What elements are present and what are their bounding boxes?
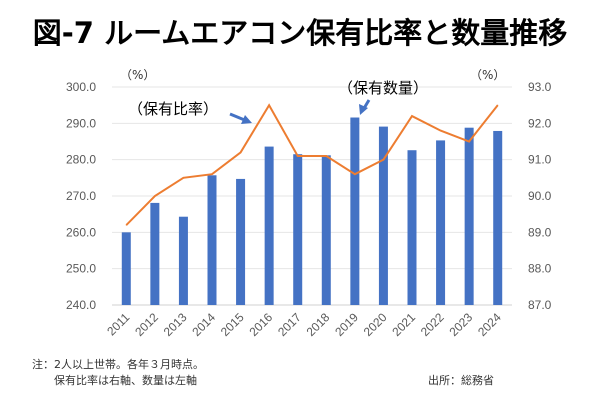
right-axis-tick-label: 91.0: [528, 153, 552, 167]
right-axis-tick-label: 90.0: [528, 189, 552, 203]
bar-2014: [207, 175, 217, 305]
x-axis-tick-label: 2021: [389, 310, 418, 339]
line-point-2024: [497, 104, 499, 106]
right-axis-tick-label: 93.0: [528, 80, 552, 94]
right-axis-tick-label: 87.0: [528, 298, 552, 312]
x-axis-tick-label: 2016: [246, 310, 275, 339]
bar-2012: [150, 202, 160, 305]
left-axis-tick-label: 270.0: [66, 189, 96, 203]
bar-2013: [178, 216, 188, 305]
right-axis-tick-label: 89.0: [528, 225, 552, 239]
line-point-2014: [211, 173, 213, 175]
line-point-2022: [440, 130, 442, 132]
line-point-2019: [354, 173, 356, 175]
left-axis-tick-label: 240.0: [66, 298, 96, 312]
bar-2022: [436, 140, 446, 305]
x-axis-tick-label: 2013: [161, 310, 190, 339]
right-axis-tick-label: 92.0: [528, 116, 552, 130]
left-axis-unit: （%）: [120, 68, 155, 82]
right-axis-tick-label: 88.0: [528, 262, 552, 276]
line-point-2013: [182, 177, 184, 179]
line-point-2016: [268, 104, 270, 106]
x-axis-tick-label: 2011: [104, 310, 132, 338]
line-point-2020: [382, 159, 384, 161]
x-axis-tick-label: 2015: [218, 310, 247, 339]
left-axis-tick-label: 260.0: [66, 225, 96, 239]
source-note: 出所：総務省: [428, 374, 494, 387]
bar-2016: [264, 146, 274, 305]
x-axis-tick-label: 2014: [189, 310, 218, 339]
line-point-2021: [411, 115, 413, 117]
left-axis-tick-label: 250.0: [66, 262, 96, 276]
x-axis-tick-label: 2022: [418, 310, 447, 339]
bar-2020: [378, 126, 388, 305]
annotation-quantity: （保有数量）: [338, 79, 428, 97]
x-axis-tick-label: 2012: [132, 310, 161, 339]
line-series-ratio: [125, 103, 499, 226]
note-line-2: 保有比率は右軸、数量は左軸: [54, 374, 197, 387]
line-point-2012: [154, 195, 156, 197]
x-axis-tick-label: 2024: [475, 310, 504, 339]
left-axis-tick-label: 300.0: [66, 80, 96, 94]
chart-title: 図-7 ルームエアコン保有比率と数量推移: [32, 16, 568, 50]
line-point-2015: [240, 151, 242, 153]
line-point-2023: [468, 141, 470, 142]
bar-2018: [321, 155, 331, 305]
left-axis-tick-label: 290.0: [66, 116, 96, 130]
line-point-2018: [325, 155, 327, 157]
line-point-2011: [125, 224, 127, 226]
bar-2019: [350, 117, 360, 306]
x-axis-tick-label: 2023: [446, 310, 475, 339]
x-axis-tick-label: 2017: [275, 310, 304, 339]
bar-2011: [121, 232, 131, 305]
bar-2023: [464, 127, 474, 306]
bar-2024: [493, 130, 503, 305]
left-axis-tick-label: 280.0: [66, 153, 96, 167]
line-point-2017: [297, 155, 299, 157]
x-axis-tick-label: 2018: [304, 310, 333, 339]
arrow-icon-ratio: [229, 112, 252, 124]
x-axis-tick-label: 2020: [361, 310, 390, 339]
note-line-1: 注：2人以上世帯。各年３月時点。: [32, 358, 204, 371]
bar-2017: [293, 154, 303, 305]
bar-2015: [236, 178, 246, 305]
x-axis-tick-label: 2019: [332, 310, 361, 339]
right-axis-unit: （%）: [470, 68, 505, 82]
bar-2021: [407, 150, 417, 305]
arrow-icon-quantity: [359, 99, 371, 115]
annotation-ratio: （保有比率）: [128, 100, 218, 118]
